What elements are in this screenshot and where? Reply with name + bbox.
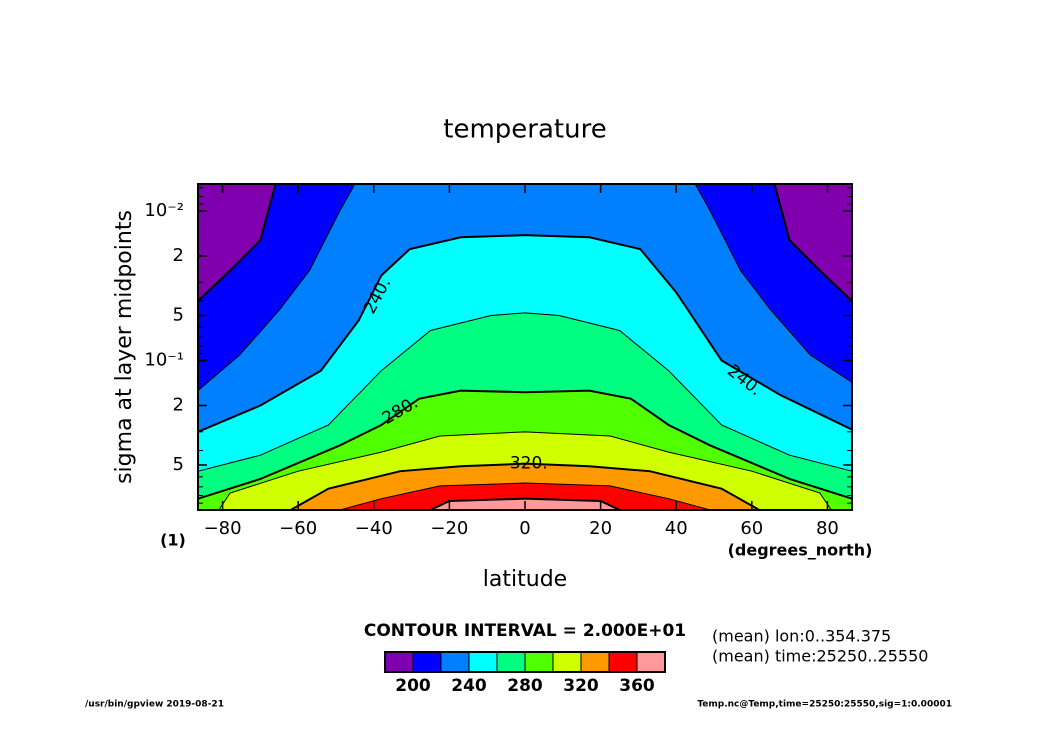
y-tick-label: 10⁻² — [144, 200, 184, 221]
x-tick-label: −20 — [430, 518, 468, 539]
y-tick-label: 5 — [173, 454, 184, 475]
colorbar-box — [580, 651, 610, 673]
contour-fill — [339, 483, 711, 510]
colorbar-label: 360 — [619, 676, 655, 696]
contour-line — [430, 497, 620, 511]
x-tick-label: −80 — [204, 518, 242, 539]
x-tick-label: −40 — [355, 518, 393, 539]
colorbar-box — [496, 651, 526, 673]
x-axis-units: (degrees_north) — [728, 541, 873, 560]
colorbar-label: 200 — [395, 676, 431, 696]
y-tick-label: 2 — [173, 245, 184, 266]
x-tick-label: 40 — [665, 518, 688, 539]
contour-line — [218, 431, 832, 511]
x-tick-label: 0 — [519, 518, 530, 539]
x-tick-label: 60 — [740, 518, 763, 539]
contour-label: 320. — [510, 454, 548, 474]
contour-interval: CONTOUR INTERVAL = 2.000E+01 — [364, 621, 686, 641]
y-tick-label: 2 — [173, 394, 184, 415]
x-tick-label: 20 — [589, 518, 612, 539]
colorbar-box — [552, 651, 582, 673]
colorbar-label: 320 — [563, 676, 599, 696]
footer: /usr/bin/gpview 2019-08-21 — [85, 700, 224, 710]
colorbar-box — [412, 651, 442, 673]
contour-line — [290, 462, 760, 511]
colorbar-box — [440, 651, 470, 673]
note: (mean) lon:0..354.375 — [712, 627, 891, 646]
colorbar-box — [636, 651, 666, 673]
contour-line — [197, 389, 853, 500]
colorbar-label: 280 — [507, 676, 543, 696]
footer: Temp.nc@Temp,time=25250:25550,sig=1:0.00… — [697, 700, 952, 710]
y-axis-units: (1) — [160, 531, 186, 550]
contour-line — [197, 312, 853, 472]
x-tick-label: 80 — [816, 518, 839, 539]
colorbar-box — [468, 651, 498, 673]
x-axis-label: latitude — [483, 567, 567, 592]
note: (mean) time:25250..25550 — [712, 647, 928, 666]
chart-title: temperature — [443, 115, 606, 145]
contour-line — [197, 234, 853, 433]
colorbar-label: 240 — [451, 676, 487, 696]
contour-line — [339, 482, 711, 511]
colorbar-box — [608, 651, 638, 673]
y-tick-label: 10⁻¹ — [144, 349, 184, 370]
colorbar-box — [384, 651, 414, 673]
y-tick-label: 5 — [173, 304, 184, 325]
y-axis-label: sigma at layer midpoints — [112, 210, 137, 484]
colorbar-box — [524, 651, 554, 673]
x-tick-label: −60 — [279, 518, 317, 539]
